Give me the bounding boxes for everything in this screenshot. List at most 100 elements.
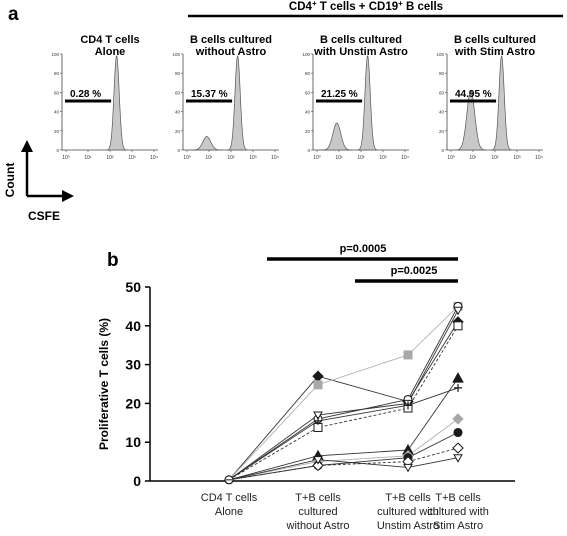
data-point: [403, 463, 413, 473]
significance-label: p=0.0005: [340, 243, 387, 255]
histogram-title: without Astro: [195, 46, 267, 58]
data-point: [453, 306, 463, 316]
histogram-x-tick-label: 10⁰: [313, 155, 321, 161]
histogram-y-tick-label: 0: [177, 148, 180, 153]
data-point: [452, 442, 464, 454]
data-point: [313, 380, 323, 390]
histogram-y-tick-label: 0: [307, 148, 310, 153]
histogram-y-tick-label: 40: [305, 110, 311, 115]
y-tick-label: 0: [133, 473, 141, 489]
data-point: [453, 427, 463, 438]
x-tick-label: T+B cells: [295, 492, 341, 504]
x-tick-label: CD4 T cells: [201, 492, 258, 504]
axis-indicator: [21, 140, 74, 202]
series-line: [228, 321, 459, 481]
histogram-y-tick-label: 20: [305, 129, 311, 134]
histogram-peak: [491, 55, 512, 151]
series-line: [228, 377, 459, 481]
data-point: [314, 416, 322, 425]
series-line: [228, 447, 459, 481]
histogram-peak: [357, 55, 378, 151]
y-tick-label: 20: [125, 395, 141, 411]
count-label: Count: [3, 163, 17, 198]
histogram-y-tick-label: 80: [54, 71, 60, 76]
histogram-x-tick-label: 10¹: [84, 155, 92, 161]
x-tick-label: Stim Astro: [433, 520, 483, 532]
histogram-y-tick-label: 60: [54, 90, 60, 95]
y-tick-label: 30: [125, 357, 141, 373]
histogram-x-tick-label: 10⁴: [150, 155, 158, 161]
histogram-gate-label: 0.28 %: [70, 89, 101, 100]
series-line: [228, 387, 459, 481]
series-line: [228, 457, 459, 481]
histogram-y-tick-label: 60: [439, 90, 445, 95]
histogram-x-tick-label: 10⁴: [271, 155, 279, 161]
histogram-title: Alone: [95, 46, 126, 58]
y-axis-label: Proliferative T cells (%): [97, 318, 111, 450]
histogram-peak: [227, 55, 248, 151]
data-point: [312, 459, 324, 472]
histogram-y-tick-label: 100: [172, 52, 180, 57]
data-point: [313, 411, 323, 421]
histogram-y-tick-label: 20: [54, 129, 60, 134]
histogram-x-tick-label: 10¹: [205, 155, 213, 161]
histogram-gate-label: 44.95 %: [455, 89, 492, 100]
panel-a-letter: a: [8, 4, 19, 25]
histogram-x-tick-label: 10⁴: [535, 155, 543, 161]
histogram-peak: [320, 122, 353, 151]
x-tick-label: without Astro: [286, 520, 350, 532]
histogram-x-tick-label: 10¹: [335, 155, 343, 161]
data-point: [313, 456, 323, 465]
histogram-x-tick-label: 10²: [227, 155, 235, 161]
histogram-x-tick-label: 10³: [128, 155, 136, 161]
histogram-x-tick-label: 10²: [357, 155, 365, 161]
histogram-y-tick-label: 0: [441, 148, 444, 153]
series-line: [228, 306, 459, 481]
histogram-x-tick-label: 10⁴: [401, 155, 409, 161]
histogram-x-tick-label: 10⁰: [62, 155, 70, 161]
data-point: [454, 383, 462, 392]
x-tick-label: cultured with: [377, 506, 439, 518]
x-tick-label: Alone: [215, 506, 243, 518]
histogram-x-tick-label: 10⁰: [447, 155, 455, 161]
histogram-y-tick-label: 0: [56, 148, 59, 153]
significance-label: p=0.0025: [391, 265, 438, 277]
data-point: [453, 321, 463, 331]
y-tick-label: 10: [125, 434, 141, 450]
histogram-y-tick-label: 80: [439, 71, 445, 76]
histogram-x-tick-label: 10³: [513, 155, 521, 161]
histogram-title: B cells cultured: [454, 34, 536, 46]
data-point: [453, 454, 463, 463]
group-header: CD4+ T cells + CD19+ B cells: [289, 0, 443, 13]
histogram-y-tick-label: 100: [436, 52, 444, 57]
x-tick-label: T+B cells: [435, 492, 481, 504]
panel-b-letter: b: [107, 250, 119, 271]
y-tick-label: 50: [125, 279, 141, 295]
data-point: [404, 401, 412, 410]
histogram-peak: [454, 90, 487, 151]
histogram-y-tick-label: 40: [175, 110, 181, 115]
histogram-title: with Stim Astro: [454, 46, 536, 58]
histogram-y-tick-label: 80: [305, 71, 311, 76]
histogram-peak: [106, 55, 127, 151]
histogram-y-tick-label: 100: [51, 52, 59, 57]
histogram-y-tick-label: 40: [439, 110, 445, 115]
histogram-x-tick-label: 10²: [491, 155, 499, 161]
series-line: [228, 325, 459, 481]
series-line: [228, 418, 459, 481]
x-tick-label: cultured with: [427, 506, 489, 518]
histogram-y-tick-label: 60: [305, 90, 311, 95]
histogram-x-tick-label: 10⁰: [183, 155, 191, 161]
histogram-title: CD4 T cells: [80, 34, 139, 46]
histogram-peak: [190, 136, 223, 151]
histogram-title: with Unstim Astro: [313, 46, 408, 58]
histogram-gate-label: 15.37 %: [191, 89, 228, 100]
data-point: [452, 413, 464, 425]
histogram-gate-label: 21.25 %: [321, 89, 358, 100]
